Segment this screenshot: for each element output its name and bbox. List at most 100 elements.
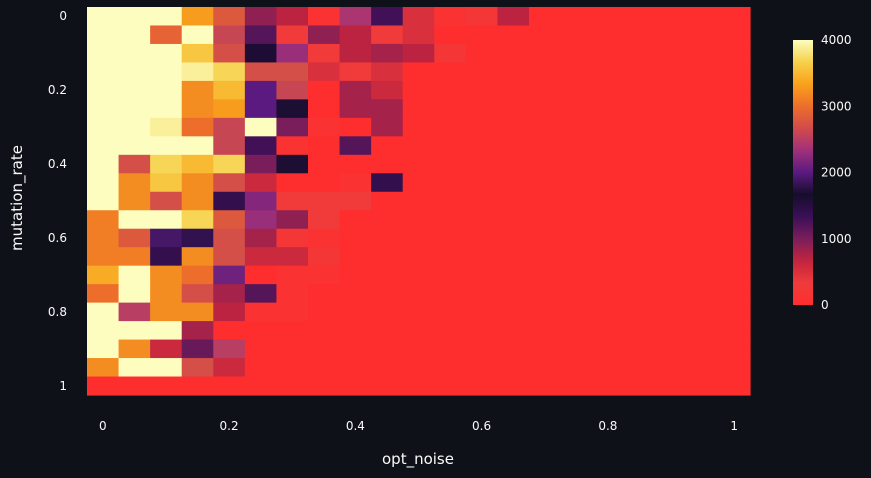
heatmap-cell	[244, 210, 278, 230]
heatmap-cell	[213, 358, 246, 378]
y-tick-label: 0.8	[48, 305, 67, 319]
heatmap-cell	[655, 173, 688, 193]
heatmap-cell	[276, 43, 309, 64]
heatmap-cell	[87, 191, 120, 211]
heatmap-cell	[529, 321, 562, 341]
heatmap-cell	[371, 173, 404, 193]
heatmap-cell	[339, 117, 372, 137]
heatmap-cell	[497, 358, 530, 378]
heatmap-cell	[371, 302, 404, 322]
heatmap-cell	[686, 321, 720, 341]
heatmap-cell	[150, 321, 183, 341]
colorbar-tick-label: 3000	[821, 99, 852, 113]
heatmap-cell	[244, 25, 278, 45]
x-tick-label: 0.6	[472, 419, 491, 433]
colorbar-tick-label: 1000	[821, 232, 852, 246]
heatmap-cell	[118, 358, 151, 378]
heatmap-cell	[87, 321, 120, 341]
heatmap-cell	[623, 191, 656, 211]
heatmap-cell	[181, 247, 214, 267]
heatmap-cell	[213, 43, 246, 64]
y-tick-label: 0.2	[48, 83, 67, 97]
heatmap-cell	[308, 284, 341, 304]
heatmap-cell	[592, 210, 625, 230]
heatmap-cell	[150, 43, 183, 64]
heatmap-cell	[465, 339, 499, 359]
heatmap-cell	[529, 265, 562, 285]
heatmap-cell	[87, 339, 120, 359]
heatmap-cell	[276, 210, 309, 230]
heatmap-cell	[181, 136, 214, 156]
heatmap-cell	[339, 136, 372, 156]
heatmap-cell	[560, 339, 593, 359]
heatmap-cell	[623, 80, 656, 100]
heatmap-cell	[244, 99, 278, 119]
heatmap-cell	[339, 247, 372, 267]
heatmap-cell	[718, 80, 751, 100]
heatmap-cell	[276, 302, 309, 322]
heatmap-cell	[718, 284, 751, 304]
heatmap-cell	[150, 117, 183, 137]
heatmap-cell	[87, 173, 120, 193]
y-tick-label: 1	[59, 379, 67, 393]
heatmap-cell	[465, 99, 499, 119]
heatmap-cell	[150, 62, 183, 82]
heatmap-cell	[276, 173, 309, 193]
heatmap-cell	[213, 284, 246, 304]
heatmap-cell	[244, 302, 278, 322]
heatmap-cell	[402, 25, 435, 45]
heatmap-cell	[276, 154, 309, 174]
heatmap-cell	[150, 339, 183, 359]
heatmap-cell	[402, 7, 435, 27]
heatmap-cell	[276, 25, 309, 45]
heatmap-cell	[529, 99, 562, 119]
heatmap-cell	[402, 358, 435, 378]
heatmap-cell	[623, 302, 656, 322]
x-axis-ticks: 0 0.2 0.4 0.6 0.8 1	[99, 419, 738, 433]
heatmap-cell	[181, 284, 214, 304]
heatmap-cell	[686, 25, 720, 45]
heatmap-cell	[308, 191, 341, 211]
heatmap-cell	[718, 117, 751, 137]
heatmap-cell	[339, 376, 372, 396]
heatmap-cell	[402, 247, 435, 267]
heatmap-cell	[308, 62, 341, 82]
heatmap-cell	[465, 191, 499, 211]
heatmap-cell	[371, 376, 404, 396]
heatmap-cell	[718, 228, 751, 248]
heatmap-cell	[402, 302, 435, 322]
heatmap-cell	[434, 265, 467, 285]
heatmap-cell	[118, 154, 151, 174]
heatmap-cell	[718, 136, 751, 156]
heatmap-cell	[244, 339, 278, 359]
heatmap-cell	[276, 265, 309, 285]
heatmap-cell	[497, 247, 530, 267]
heatmap-cell	[371, 321, 404, 341]
heatmap-cell	[655, 265, 688, 285]
heatmap-cell	[150, 136, 183, 156]
heatmap-cell	[371, 284, 404, 304]
heatmap-cell	[686, 43, 720, 64]
heatmap-cell	[592, 136, 625, 156]
heatmap-cell	[213, 339, 246, 359]
heatmap-cell	[465, 7, 499, 27]
heatmap-cell	[402, 117, 435, 137]
heatmap-cell	[592, 25, 625, 45]
heatmap-cell	[118, 284, 151, 304]
heatmap-cell	[118, 25, 151, 45]
heatmap-cell	[371, 62, 404, 82]
heatmap-cell	[371, 265, 404, 285]
heatmap-cell	[244, 284, 278, 304]
heatmap-cell	[529, 376, 562, 396]
heatmap-cell	[434, 210, 467, 230]
heatmap-cell	[434, 80, 467, 100]
heatmap-cell	[592, 43, 625, 64]
heatmap-cell	[244, 80, 278, 100]
heatmap-cell	[308, 265, 341, 285]
heatmap-cell	[213, 80, 246, 100]
heatmap-cell	[686, 339, 720, 359]
heatmap-cell	[718, 7, 751, 27]
heatmap-cell	[655, 43, 688, 64]
heatmap-cell	[529, 210, 562, 230]
heatmap-cell	[497, 210, 530, 230]
